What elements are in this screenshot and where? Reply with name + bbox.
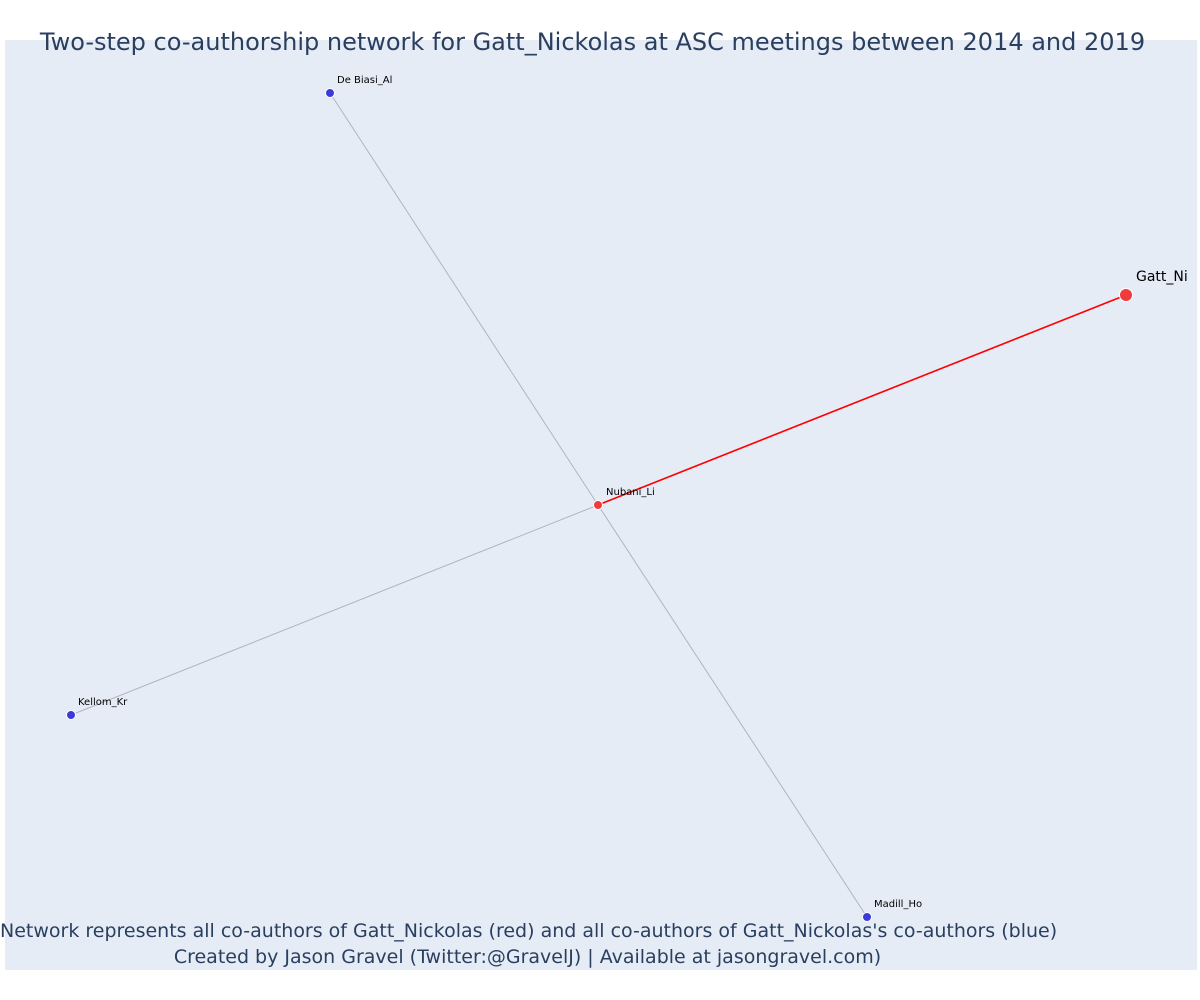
node-Kellom_Kr[interactable] (66, 710, 76, 720)
edge-Nubani_Li-Madill_Ho (597, 504, 868, 918)
caption: Network represents all co-authors of Gat… (0, 918, 1058, 970)
node-label-Kellom_Kr: Kellom_Kr (78, 697, 128, 708)
labels-layer: Gatt_Ni Nubani_Li De Biasi_Al Kellom_Kr Madi… (78, 75, 1188, 910)
node-label-Gatt_Ni: Gatt_Ni (1136, 269, 1188, 285)
edge-Nubani_Li-De-Biasi_Al (329, 92, 599, 506)
edges-layer (70, 92, 1127, 918)
chart-title: Two-step co-authorship network for Gatt_… (39, 28, 1146, 56)
node-Nubani_Li[interactable] (593, 500, 603, 510)
edge-Nubani_Li-Kellom_Kr (70, 504, 599, 716)
node-De-Biasi_Al[interactable] (325, 88, 335, 98)
node-label-De-Biasi_Al: De Biasi_Al (337, 75, 392, 86)
node-label-Nubani_Li: Nubani_Li (606, 487, 655, 498)
caption-line-2: Created by Jason Gravel (Twitter:@Gravel… (173, 946, 882, 968)
node-Gatt_Ni[interactable] (1119, 288, 1133, 302)
node-label-Madill_Ho: Madill_Ho (874, 899, 922, 910)
node-Madill_Ho[interactable] (862, 912, 872, 922)
caption-line-1: Network represents all co-authors of Gat… (0, 920, 1058, 942)
edge-Gatt_Ni-Nubani_Li (597, 294, 1127, 506)
nodes-layer (66, 88, 1133, 922)
